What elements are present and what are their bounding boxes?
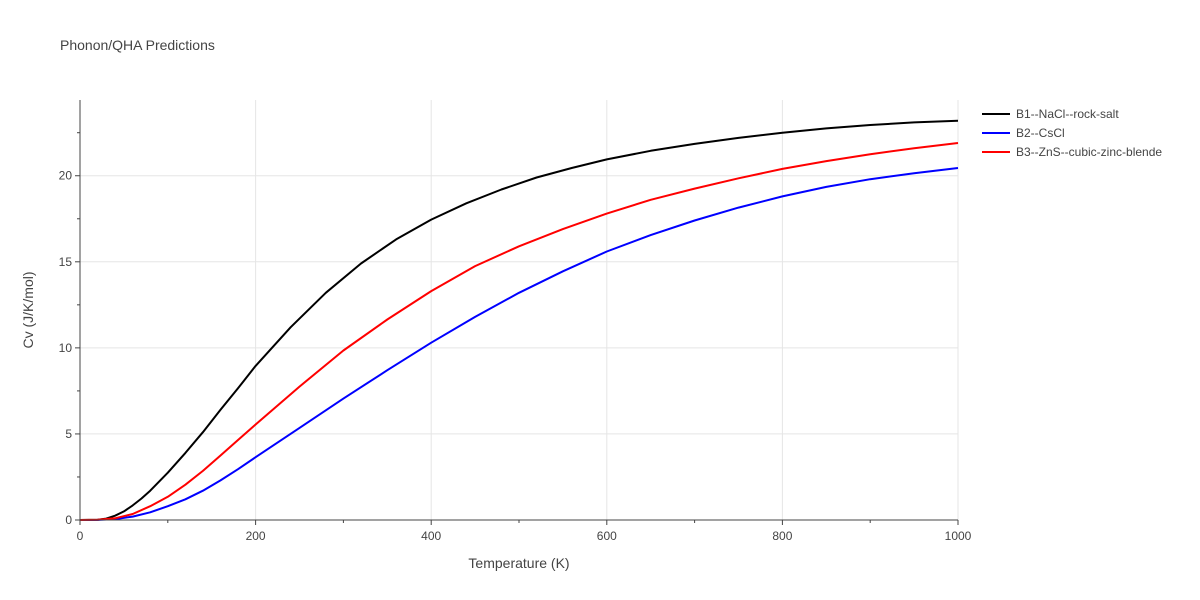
x-tick-label: 600: [597, 529, 617, 543]
y-gridlines: [80, 175, 958, 435]
y-tick-label: 15: [59, 255, 73, 269]
series-layer: [79, 119, 959, 521]
x-tick-label: 400: [421, 529, 441, 543]
y-tick-label: 5: [65, 427, 72, 441]
legend: B1--NaCl--rock-salt B2--CsCl B3--ZnS--cubi…: [982, 107, 1162, 159]
y-ticks: 0 5 10 15 20: [59, 132, 80, 527]
x-tick-label: 1000: [945, 529, 972, 543]
chart-title: Phonon/QHA Predictions: [60, 37, 215, 53]
y-axis-title: Cv (J/K/mol): [20, 272, 36, 349]
y-tick-label: 10: [59, 341, 73, 355]
x-tick-label: 800: [772, 529, 792, 543]
x-gridlines: [255, 100, 959, 520]
x-tick-label: 200: [246, 529, 266, 543]
series-line-1: [79, 119, 959, 521]
x-ticks: 0 200 400 600 800 1000: [77, 520, 972, 543]
legend-label-2: B2--CsCl: [1016, 126, 1065, 140]
y-tick-label: 20: [59, 169, 73, 183]
x-axis-title: Temperature (K): [468, 555, 569, 571]
y-tick-label: 0: [65, 513, 72, 527]
legend-label-1: B1--NaCl--rock-salt: [1016, 107, 1119, 121]
series-line-3: [79, 142, 959, 521]
x-tick-label: 0: [77, 529, 84, 543]
series-line-2: [79, 167, 959, 521]
legend-label-3: B3--ZnS--cubic-zinc-blende: [1016, 145, 1162, 159]
